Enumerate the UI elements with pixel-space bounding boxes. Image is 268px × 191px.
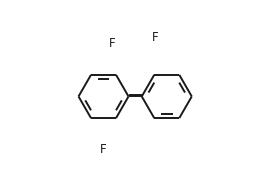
Text: F: F [100,143,106,156]
Text: F: F [151,31,158,44]
Text: F: F [109,37,115,50]
